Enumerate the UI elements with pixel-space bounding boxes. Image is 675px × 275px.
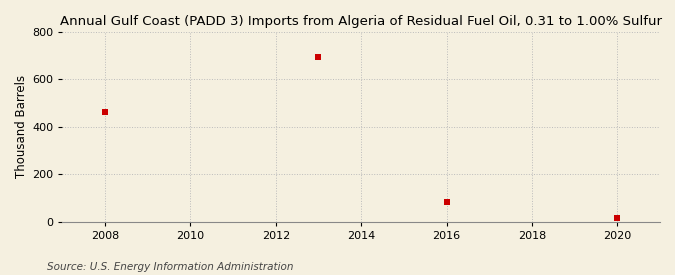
Point <box>313 55 324 59</box>
Y-axis label: Thousand Barrels: Thousand Barrels <box>15 75 28 178</box>
Point <box>612 216 623 220</box>
Text: Source: U.S. Energy Information Administration: Source: U.S. Energy Information Administ… <box>47 262 294 272</box>
Point <box>441 199 452 204</box>
Point <box>100 110 111 114</box>
Title: Annual Gulf Coast (PADD 3) Imports from Algeria of Residual Fuel Oil, 0.31 to 1.: Annual Gulf Coast (PADD 3) Imports from … <box>60 15 662 28</box>
